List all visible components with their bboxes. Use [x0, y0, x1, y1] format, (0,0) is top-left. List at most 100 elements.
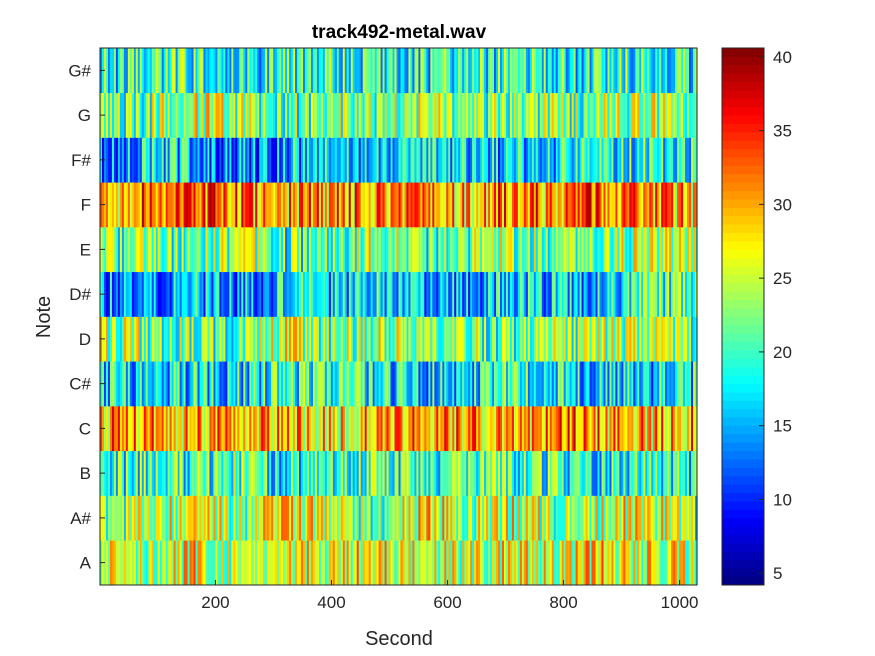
- heatmap-cell: [603, 182, 607, 228]
- heatmap-cell: [289, 406, 292, 452]
- heatmap-cell: [269, 495, 272, 541]
- heatmap-cell: [468, 48, 471, 94]
- heatmap-cell: [452, 48, 455, 94]
- heatmap-cell: [490, 495, 493, 541]
- heatmap-cell: [195, 495, 199, 541]
- heatmap-cell: [281, 137, 284, 183]
- heatmap-cell: [657, 361, 660, 407]
- heatmap-cell: [547, 227, 551, 273]
- heatmap-cell: [519, 540, 523, 586]
- heatmap-cell: [434, 48, 437, 94]
- heatmap-cell: [693, 450, 696, 496]
- heatmap-cell: [103, 182, 107, 228]
- heatmap-cell: [641, 182, 644, 228]
- heatmap-cell: [117, 48, 121, 94]
- heatmap-cell: [183, 137, 187, 183]
- heatmap-cell: [165, 92, 169, 138]
- heatmap-cell: [410, 48, 414, 94]
- heatmap-cell: [416, 450, 419, 496]
- heatmap-cell: [209, 406, 213, 452]
- heatmap-cell: [422, 361, 425, 407]
- heatmap-cell: [179, 450, 183, 496]
- heatmap-cell: [133, 495, 137, 541]
- heatmap-cell: [496, 227, 499, 273]
- heatmap-cell: [587, 92, 591, 138]
- colorbar-band: [722, 576, 764, 586]
- heatmap-cell: [283, 406, 286, 452]
- heatmap-cell: [422, 227, 425, 273]
- heatmap-cell: [428, 137, 431, 183]
- heatmap-cell: [615, 227, 618, 273]
- heatmap-cell: [163, 540, 167, 586]
- heatmap-cell: [587, 227, 591, 273]
- heatmap-cell: [295, 450, 298, 496]
- heatmap-cell: [555, 48, 559, 94]
- heatmap-cell: [330, 450, 334, 496]
- heatmap-cell: [605, 137, 609, 183]
- heatmap-cell: [193, 48, 197, 94]
- heatmap-cell: [645, 361, 648, 407]
- heatmap-cell: [571, 92, 575, 138]
- heatmap-cell: [318, 48, 322, 94]
- heatmap-cell: [531, 540, 535, 586]
- heatmap-cell: [354, 540, 358, 586]
- heatmap-cell: [543, 540, 547, 586]
- colorbar-band: [722, 551, 764, 561]
- heatmap-cell: [515, 406, 519, 452]
- heatmap-cell: [597, 495, 601, 541]
- heatmap-cell: [583, 92, 587, 138]
- heatmap-cell: [609, 406, 613, 452]
- heatmap-cell: [601, 450, 605, 496]
- heatmap-cell: [239, 450, 242, 496]
- heatmap-cell: [529, 406, 533, 452]
- heatmap-cell: [517, 540, 521, 586]
- heatmap-cell: [157, 271, 161, 317]
- heatmap-cell: [139, 137, 143, 183]
- heatmap-cell: [494, 406, 497, 452]
- heatmap-cell: [193, 361, 197, 407]
- heatmap-cell: [527, 316, 531, 362]
- heatmap-cell: [422, 271, 425, 317]
- heatmap-cell: [541, 271, 545, 317]
- heatmap-cell: [135, 540, 139, 586]
- heatmap-cell: [661, 361, 664, 407]
- heatmap-cell: [412, 495, 416, 541]
- heatmap-cell: [177, 406, 181, 452]
- colorbar-band: [722, 173, 764, 183]
- heatmap-cell: [165, 271, 169, 317]
- colorbar-tick-label: 15: [773, 417, 792, 436]
- heatmap-cell: [364, 316, 368, 362]
- heatmap-cell: [619, 540, 622, 586]
- heatmap-cell: [253, 182, 256, 228]
- heatmap-cell: [338, 137, 342, 183]
- heatmap-cell: [390, 540, 394, 586]
- heatmap-cell: [539, 406, 543, 452]
- heatmap-cell: [531, 271, 535, 317]
- heatmap-cell: [259, 540, 262, 586]
- heatmap-cell: [310, 182, 314, 228]
- heatmap-cell: [525, 361, 529, 407]
- heatmap-cell: [507, 92, 511, 138]
- heatmap-cell: [235, 495, 238, 541]
- heatmap-cell: [334, 361, 338, 407]
- heatmap-cell: [432, 182, 435, 228]
- heatmap-cell: [653, 540, 656, 586]
- heatmap-cell: [275, 271, 278, 317]
- heatmap-cell: [338, 495, 342, 541]
- heatmap-cell: [297, 361, 300, 407]
- heatmap-cell: [247, 316, 250, 362]
- heatmap-cell: [615, 182, 618, 228]
- heatmap-cell: [575, 271, 579, 317]
- heatmap-cell: [177, 540, 181, 586]
- heatmap-cell: [300, 48, 304, 94]
- heatmap-cell: [362, 271, 366, 317]
- heatmap-cell: [396, 316, 400, 362]
- heatmap-cell: [450, 271, 453, 317]
- heatmap-cell: [330, 540, 334, 586]
- heatmap-cell: [249, 92, 252, 138]
- heatmap-cell: [691, 271, 694, 317]
- heatmap-cell: [308, 182, 312, 228]
- heatmap-cell: [619, 406, 622, 452]
- heatmap-cell: [527, 227, 531, 273]
- heatmap-cell: [388, 406, 392, 452]
